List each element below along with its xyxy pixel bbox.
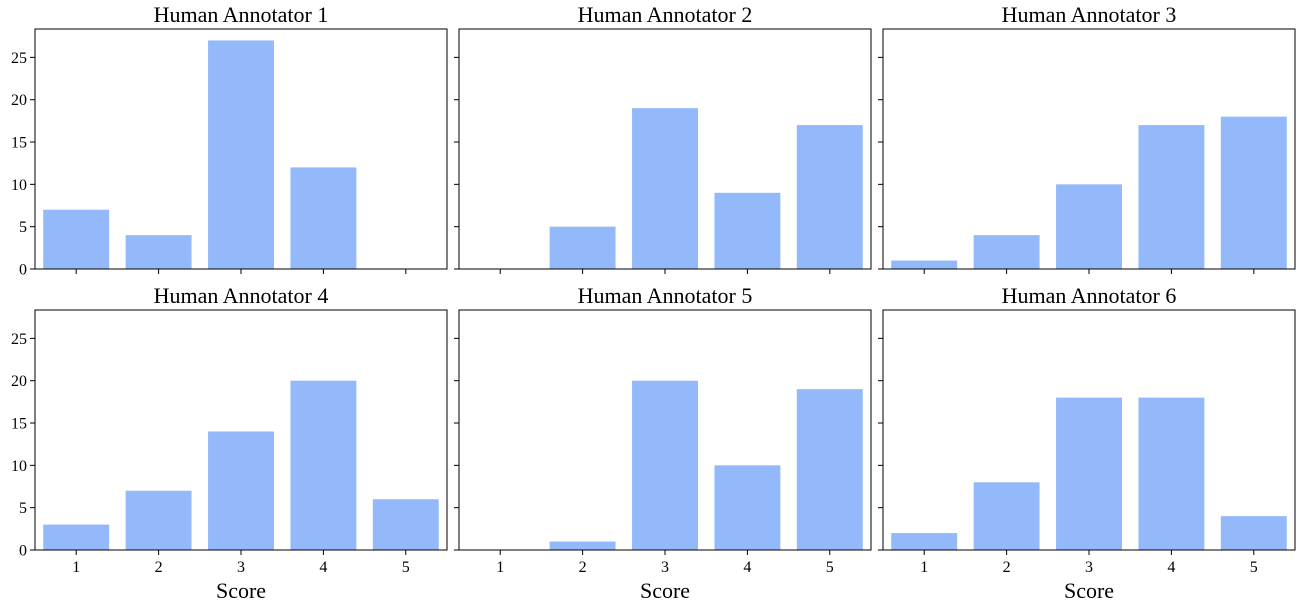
subplot-1: Human Annotator 1 0 5 10 15 20 25 [11, 2, 448, 279]
bar [372, 499, 439, 550]
bar [796, 125, 863, 269]
y-tick-label: 5 [19, 500, 27, 517]
x-tick-label: 4 [743, 559, 751, 576]
x-tick-label: 2 [155, 559, 163, 576]
y-tick-label: 20 [11, 92, 27, 109]
bar [714, 192, 781, 269]
subplot-2: Human Annotator 2 [454, 2, 872, 274]
y-tick-label: 15 [11, 416, 27, 433]
subplot-title: Human Annotator 4 [154, 283, 329, 308]
y-tick-label: 15 [11, 135, 27, 152]
x-tick-label: 1 [496, 559, 504, 576]
bar [891, 533, 958, 550]
x-tick-label: 5 [402, 559, 410, 576]
x-axis-label: Score [1064, 578, 1114, 603]
subplot-3: Human Annotator 3 [878, 2, 1296, 274]
subplot-title: Human Annotator 3 [1002, 2, 1177, 27]
bar [43, 209, 110, 269]
y-tick-label: 10 [11, 177, 27, 194]
x-axis-label: Score [216, 578, 266, 603]
y-tick-label: 0 [19, 262, 27, 279]
bar [549, 226, 616, 269]
x-tick-label: 1 [72, 559, 80, 576]
x-tick-label: 2 [1003, 559, 1011, 576]
subplot-title: Human Annotator 6 [1002, 283, 1177, 308]
x-tick-label: 4 [1167, 559, 1175, 576]
x-tick-label: 4 [319, 559, 327, 576]
bar [891, 260, 958, 269]
x-axis-label: Score [640, 578, 690, 603]
x-tick-label: 3 [661, 559, 669, 576]
subplot-title: Human Annotator 5 [578, 283, 753, 308]
bar [632, 108, 698, 270]
bar [1220, 116, 1287, 270]
x-tick-label: 2 [579, 559, 587, 576]
bar [714, 465, 781, 550]
x-tick-label: 3 [1085, 559, 1093, 576]
bar [973, 235, 1040, 269]
y-tick-label: 25 [11, 50, 27, 67]
y-tick-label: 10 [11, 458, 27, 475]
bar [43, 524, 110, 550]
subplot-6: Human Annotator 6 1 2 3 4 5 Score [878, 283, 1296, 603]
bar [290, 167, 357, 269]
x-tick-label: 3 [237, 559, 245, 576]
bar [1138, 397, 1205, 550]
bar [208, 431, 274, 550]
x-tick-label: 5 [826, 559, 834, 576]
bar [125, 490, 192, 550]
bar [1138, 125, 1205, 269]
subplot-5: Human Annotator 5 1 2 3 4 5 Score [454, 283, 872, 603]
bar [290, 380, 357, 550]
x-tick-label: 5 [1250, 559, 1258, 576]
y-tick-label: 5 [19, 219, 27, 236]
x-tick-label: 1 [920, 559, 928, 576]
subplot-title: Human Annotator 1 [154, 2, 329, 27]
bar [632, 380, 698, 550]
subplot-title: Human Annotator 2 [578, 2, 753, 27]
bar [125, 235, 192, 269]
bar [549, 541, 616, 550]
y-tick-label: 25 [11, 331, 27, 348]
y-tick-label: 20 [11, 373, 27, 390]
bar [973, 482, 1040, 550]
bar [796, 389, 863, 550]
y-tick-label: 0 [19, 543, 27, 560]
bar [208, 40, 274, 270]
bar [1056, 397, 1122, 550]
bar [1220, 516, 1287, 550]
subplot-4: Human Annotator 4 0 5 10 15 20 25 1 2 3 4 5 Score [11, 283, 448, 603]
bar [1056, 184, 1122, 269]
